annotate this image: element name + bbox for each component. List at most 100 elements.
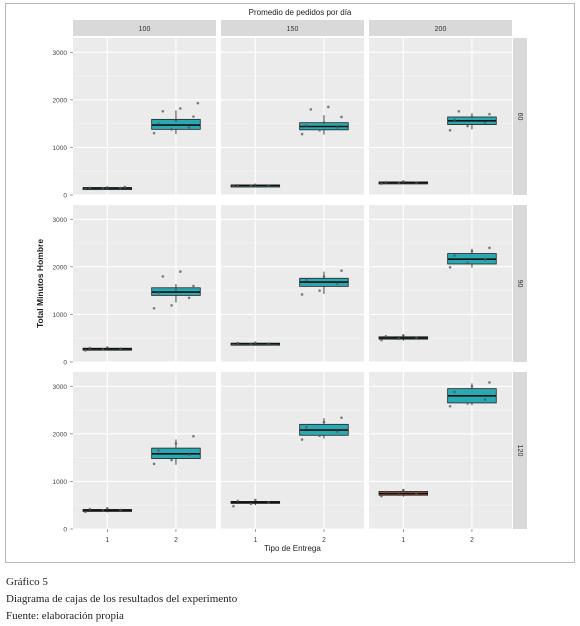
data-point	[488, 112, 491, 116]
data-point	[415, 336, 418, 340]
data-point	[179, 270, 182, 273]
x-tick-label: 2	[470, 537, 474, 544]
row-strip-120	[513, 372, 527, 529]
y-tick-label: 3000	[53, 50, 68, 57]
data-point	[470, 249, 474, 253]
data-point	[305, 425, 308, 429]
y-tick-label: 1000	[53, 312, 68, 319]
data-point	[415, 492, 418, 495]
data-point	[397, 337, 401, 340]
data-point	[322, 420, 326, 424]
data-point	[415, 181, 418, 184]
figure-description: Diagrama de cajas de los resultados del …	[6, 593, 238, 605]
data-point	[448, 404, 452, 408]
y-axis-title: Total Minutos Hombre	[35, 239, 45, 328]
data-point	[466, 402, 469, 405]
data-point	[152, 462, 156, 466]
data-point	[267, 184, 270, 187]
data-point	[84, 510, 87, 514]
data-point	[174, 119, 178, 123]
y-tick-label: 0	[63, 527, 67, 534]
data-point	[119, 186, 122, 190]
y-tick-label: 3000	[53, 384, 68, 391]
data-point	[106, 507, 109, 510]
data-point	[335, 282, 339, 285]
data-point	[305, 124, 308, 127]
data-point	[397, 181, 401, 185]
data-point	[119, 347, 122, 350]
data-point	[88, 186, 92, 190]
x-tick-label: 2	[174, 537, 178, 544]
data-point	[249, 342, 253, 346]
x-tick-label: 1	[253, 537, 257, 544]
data-point	[322, 275, 326, 278]
column-strip-150	[221, 20, 364, 36]
data-point	[488, 246, 491, 250]
data-point	[457, 109, 461, 113]
data-point	[448, 128, 452, 132]
column-strip-label: 150	[287, 26, 299, 33]
data-point	[174, 288, 178, 291]
y-tick-label: 2000	[53, 264, 68, 271]
y-tick-label: 0	[63, 360, 67, 367]
row-strip-90	[513, 205, 527, 362]
data-point	[448, 266, 452, 269]
y-tick-label: 0	[63, 193, 67, 200]
data-point	[402, 488, 405, 492]
data-point	[123, 185, 127, 189]
row-strip-label: 60	[516, 113, 523, 121]
panel-bg	[221, 38, 364, 195]
column-strip-label: 200	[435, 26, 447, 33]
data-point	[453, 254, 456, 257]
data-point	[384, 335, 388, 338]
data-point	[254, 341, 257, 345]
data-point	[305, 278, 308, 282]
data-point	[254, 183, 257, 187]
y-tick-label: 1000	[53, 145, 68, 152]
y-tick-label: 3000	[53, 217, 68, 224]
data-point	[453, 390, 456, 394]
data-point	[106, 346, 109, 349]
data-point	[318, 434, 321, 438]
data-point	[402, 334, 405, 337]
column-strip-200	[369, 20, 512, 36]
data-point	[470, 384, 474, 388]
data-point	[380, 182, 383, 185]
x-tick-label: 2	[322, 537, 326, 544]
data-point	[483, 121, 487, 124]
x-tick-label: 1	[401, 537, 405, 544]
data-point	[488, 381, 491, 384]
data-point	[384, 180, 388, 184]
data-point	[101, 348, 105, 351]
data-point	[192, 284, 195, 288]
data-point	[187, 126, 191, 129]
data-point	[249, 502, 253, 506]
row-strip-60	[513, 38, 527, 195]
row-strip-label: 90	[516, 280, 523, 288]
data-point	[161, 275, 165, 278]
data-point	[152, 131, 156, 135]
data-point	[174, 442, 178, 445]
panel-bg	[73, 205, 216, 362]
data-point	[192, 434, 195, 438]
column-strip-label: 100	[139, 26, 151, 33]
data-point	[157, 122, 160, 125]
data-point	[170, 304, 173, 307]
data-point	[384, 490, 388, 494]
data-point	[340, 115, 343, 119]
data-point	[267, 501, 270, 504]
data-point	[84, 187, 87, 191]
y-tick-label: 1000	[53, 479, 68, 486]
x-tick-label: 1	[105, 537, 109, 544]
figure-source: Fuente: elaboración propia	[6, 610, 124, 622]
data-point	[249, 184, 253, 188]
data-point	[236, 183, 240, 187]
data-point	[466, 124, 469, 128]
data-point	[157, 291, 160, 295]
data-point	[340, 269, 343, 272]
data-point	[322, 121, 326, 124]
data-point	[309, 108, 313, 111]
data-point	[300, 132, 304, 136]
data-point	[466, 261, 469, 265]
